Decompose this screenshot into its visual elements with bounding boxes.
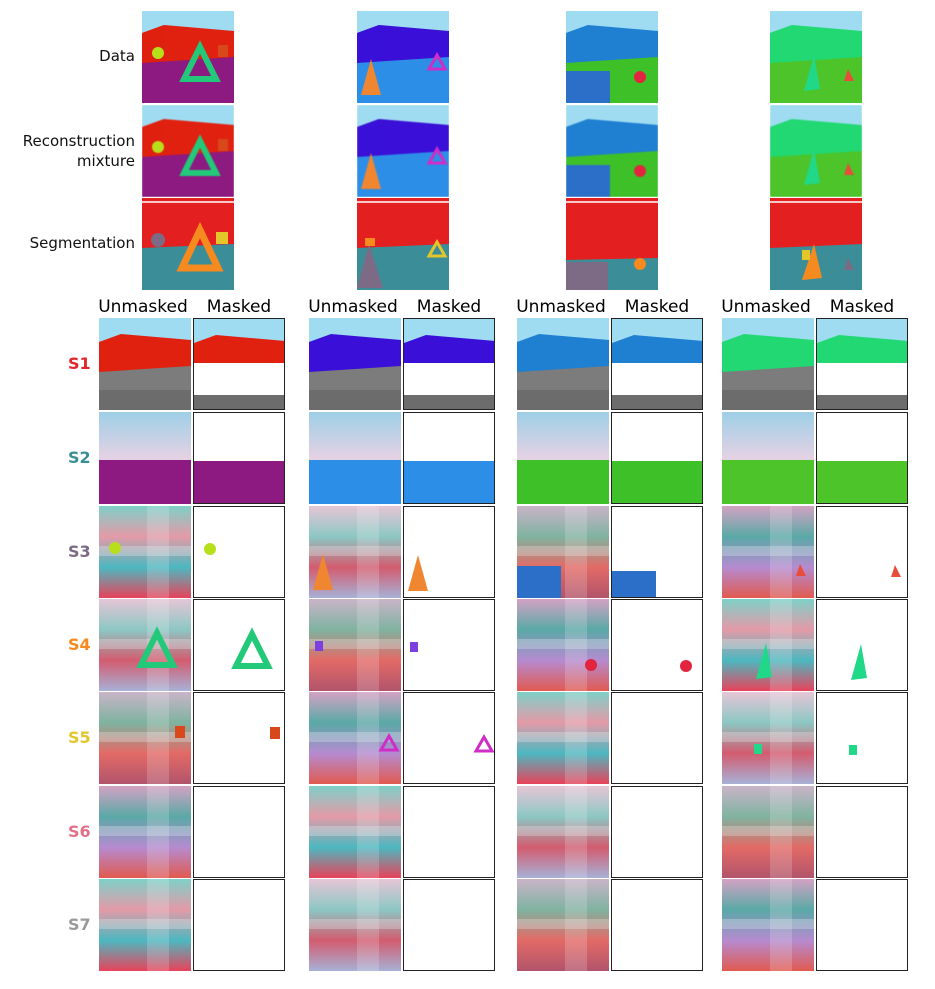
slot-s3-unmasked-scene-3 bbox=[517, 506, 609, 598]
column-header-unmasked: Unmasked bbox=[516, 297, 606, 317]
slot-s4-masked-scene-3 bbox=[611, 599, 703, 691]
slot-s5-masked-scene-3 bbox=[611, 692, 703, 784]
data-image-scene-4 bbox=[770, 11, 862, 103]
slot-s5-unmasked-scene-1 bbox=[99, 692, 191, 784]
slot-s2-unmasked-scene-3 bbox=[517, 412, 609, 504]
column-header-unmasked: Unmasked bbox=[721, 297, 811, 317]
column-header-masked: Masked bbox=[206, 297, 272, 317]
slot-s1-masked-scene-2 bbox=[403, 318, 495, 410]
slot-s4-unmasked-scene-1 bbox=[99, 599, 191, 691]
reconstruction-image-scene-4 bbox=[770, 105, 862, 197]
segmentation-image-scene-3 bbox=[566, 198, 658, 290]
reconstruction-image-scene-3 bbox=[566, 105, 658, 197]
column-header-unmasked: Unmasked bbox=[308, 297, 398, 317]
slot-s6-masked-scene-4 bbox=[816, 786, 908, 878]
slot-s7-masked-scene-2 bbox=[403, 879, 495, 971]
slot-s4-unmasked-scene-3 bbox=[517, 599, 609, 691]
segmentation-image-scene-1 bbox=[142, 198, 234, 290]
slot-s5-masked-scene-2 bbox=[403, 692, 495, 784]
slot-s1-unmasked-scene-3 bbox=[517, 318, 609, 410]
slot-s6-masked-scene-2 bbox=[403, 786, 495, 878]
slot-s5-unmasked-scene-4 bbox=[722, 692, 814, 784]
slot-label-s6: S6 bbox=[68, 822, 91, 841]
segmentation-image-scene-4 bbox=[770, 198, 862, 290]
slot-s7-masked-scene-3 bbox=[611, 879, 703, 971]
column-header-masked: Masked bbox=[624, 297, 690, 317]
slot-s5-masked-scene-1 bbox=[193, 692, 285, 784]
slot-s7-unmasked-scene-4 bbox=[722, 879, 814, 971]
slot-s3-masked-scene-4 bbox=[816, 506, 908, 598]
slot-s4-unmasked-scene-4 bbox=[722, 599, 814, 691]
slot-label-s4: S4 bbox=[68, 635, 91, 654]
slot-s7-masked-scene-4 bbox=[816, 879, 908, 971]
row-label-data: Data bbox=[99, 47, 135, 65]
slot-s3-unmasked-scene-4 bbox=[722, 506, 814, 598]
slot-s1-unmasked-scene-4 bbox=[722, 318, 814, 410]
slot-s2-unmasked-scene-4 bbox=[722, 412, 814, 504]
slot-label-s2: S2 bbox=[68, 448, 91, 467]
slot-s2-unmasked-scene-2 bbox=[309, 412, 401, 504]
slot-s6-unmasked-scene-3 bbox=[517, 786, 609, 878]
slot-s1-unmasked-scene-1 bbox=[99, 318, 191, 410]
slot-label-s1: S1 bbox=[68, 354, 91, 373]
slot-s2-masked-scene-4 bbox=[816, 412, 908, 504]
segmentation-image-scene-2 bbox=[357, 198, 449, 290]
slot-s5-unmasked-scene-3 bbox=[517, 692, 609, 784]
slot-s6-unmasked-scene-4 bbox=[722, 786, 814, 878]
slot-s6-masked-scene-3 bbox=[611, 786, 703, 878]
row-label-reconstruction: Reconstruction mixture bbox=[23, 131, 135, 171]
slot-s1-masked-scene-1 bbox=[193, 318, 285, 410]
column-header-masked: Masked bbox=[829, 297, 895, 317]
slot-s4-masked-scene-1 bbox=[193, 599, 285, 691]
slot-s3-unmasked-scene-2 bbox=[309, 506, 401, 598]
slot-s7-unmasked-scene-1 bbox=[99, 879, 191, 971]
slot-s1-masked-scene-4 bbox=[816, 318, 908, 410]
slot-s3-unmasked-scene-1 bbox=[99, 506, 191, 598]
slot-label-s3: S3 bbox=[68, 542, 91, 561]
slot-s3-masked-scene-2 bbox=[403, 506, 495, 598]
data-image-scene-2 bbox=[357, 11, 449, 103]
slot-s3-masked-scene-3 bbox=[611, 506, 703, 598]
slot-s1-unmasked-scene-2 bbox=[309, 318, 401, 410]
slot-s4-masked-scene-4 bbox=[816, 599, 908, 691]
slot-s2-masked-scene-3 bbox=[611, 412, 703, 504]
data-image-scene-1 bbox=[142, 11, 234, 103]
column-header-unmasked: Unmasked bbox=[98, 297, 188, 317]
reconstruction-image-scene-2 bbox=[357, 105, 449, 197]
slot-s7-unmasked-scene-2 bbox=[309, 879, 401, 971]
reconstruction-image-scene-1 bbox=[142, 105, 234, 197]
slot-s6-masked-scene-1 bbox=[193, 786, 285, 878]
slot-label-s5: S5 bbox=[68, 728, 91, 747]
slot-s4-masked-scene-2 bbox=[403, 599, 495, 691]
row-label-segmentation: Segmentation bbox=[29, 234, 135, 252]
slot-s5-masked-scene-4 bbox=[816, 692, 908, 784]
row-label-reconstruction-line2: mixture bbox=[76, 152, 135, 170]
slot-s7-unmasked-scene-3 bbox=[517, 879, 609, 971]
row-label-reconstruction-line1: Reconstruction bbox=[22, 132, 135, 150]
slot-s5-unmasked-scene-2 bbox=[309, 692, 401, 784]
slot-s2-masked-scene-1 bbox=[193, 412, 285, 504]
slot-s2-masked-scene-2 bbox=[403, 412, 495, 504]
slot-s3-masked-scene-1 bbox=[193, 506, 285, 598]
slot-s2-unmasked-scene-1 bbox=[99, 412, 191, 504]
slot-s7-masked-scene-1 bbox=[193, 879, 285, 971]
slot-label-s7: S7 bbox=[68, 915, 91, 934]
column-header-masked: Masked bbox=[416, 297, 482, 317]
slot-s6-unmasked-scene-1 bbox=[99, 786, 191, 878]
slot-s4-unmasked-scene-2 bbox=[309, 599, 401, 691]
data-image-scene-3 bbox=[566, 11, 658, 103]
slot-s1-masked-scene-3 bbox=[611, 318, 703, 410]
slot-s6-unmasked-scene-2 bbox=[309, 786, 401, 878]
